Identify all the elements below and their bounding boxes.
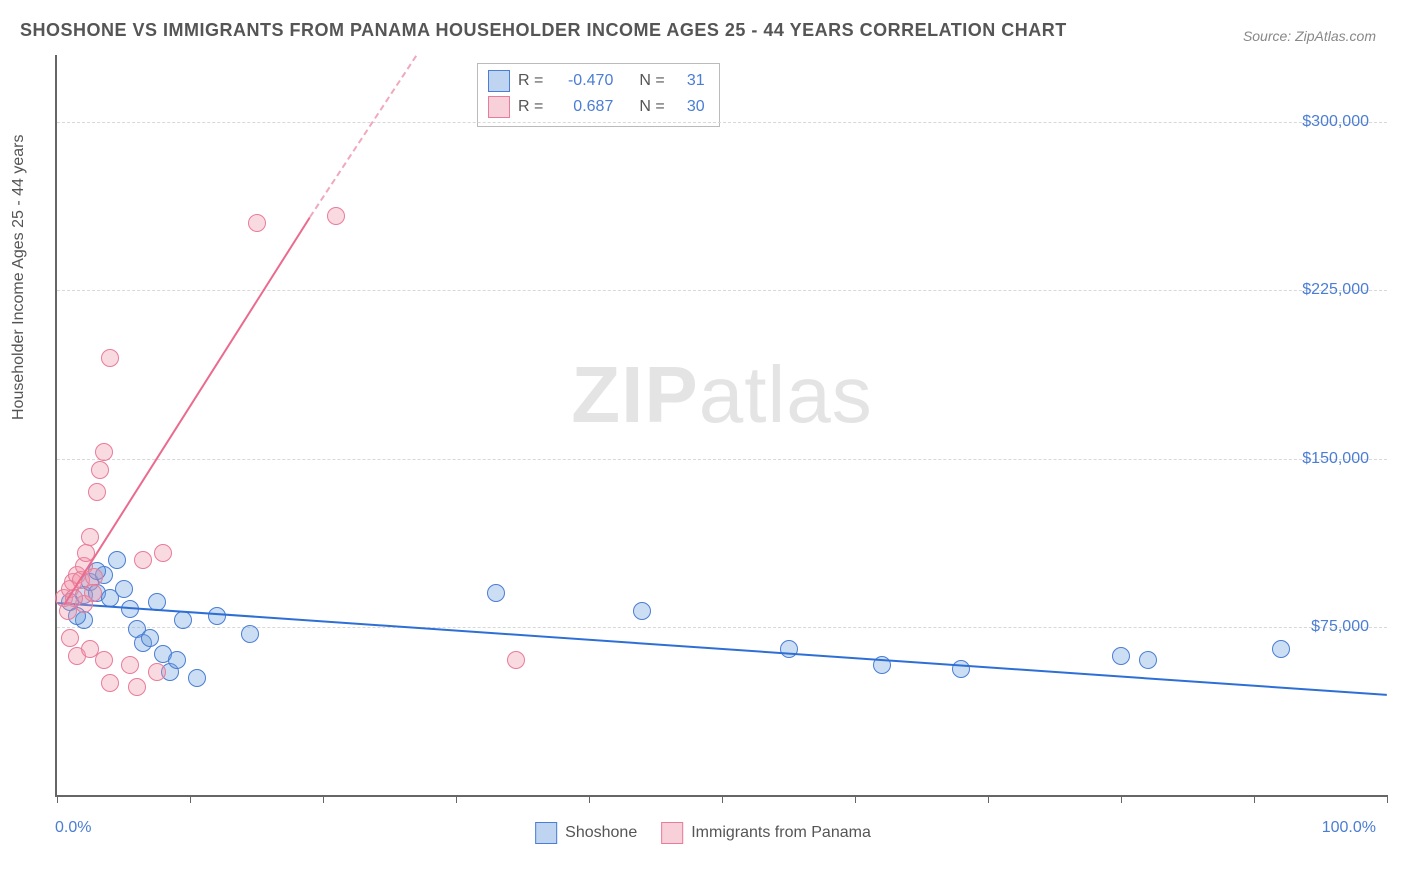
stats-row: R = 0.687 N = 30 xyxy=(488,94,705,120)
data-point xyxy=(134,551,152,569)
data-point xyxy=(128,678,146,696)
y-tick-label: $150,000 xyxy=(1302,450,1369,468)
data-point xyxy=(241,625,259,643)
data-point xyxy=(121,656,139,674)
data-point xyxy=(88,483,106,501)
data-point xyxy=(633,602,651,620)
x-tick xyxy=(589,795,590,803)
data-point xyxy=(141,629,159,647)
stat-r-value: -0.470 xyxy=(551,68,613,94)
data-point xyxy=(84,584,102,602)
legend-label: Shoshone xyxy=(565,824,637,842)
data-point xyxy=(91,461,109,479)
x-tick xyxy=(988,795,989,803)
x-axis-min-label: 0.0% xyxy=(55,819,91,837)
legend-item: Immigrants from Panama xyxy=(661,822,871,844)
data-point xyxy=(95,651,113,669)
watermark-bold: ZIP xyxy=(571,350,698,439)
stat-n-label: N = xyxy=(639,68,664,94)
stats-row: R = -0.470 N = 31 xyxy=(488,68,705,94)
chart-source: Source: ZipAtlas.com xyxy=(1243,28,1376,44)
data-point xyxy=(780,640,798,658)
data-point xyxy=(1112,647,1130,665)
chart-title: SHOSHONE VS IMMIGRANTS FROM PANAMA HOUSE… xyxy=(20,20,1067,41)
data-point xyxy=(1139,651,1157,669)
x-tick xyxy=(1254,795,1255,803)
stat-r-value: 0.687 xyxy=(551,94,613,120)
trend-line xyxy=(309,55,417,218)
legend-label: Immigrants from Panama xyxy=(691,824,871,842)
stats-swatch xyxy=(488,70,510,92)
data-point xyxy=(248,214,266,232)
stat-n-label: N = xyxy=(639,94,664,120)
stat-n-value: 30 xyxy=(673,94,705,120)
data-point xyxy=(115,580,133,598)
y-tick-label: $225,000 xyxy=(1302,281,1369,299)
data-point xyxy=(487,584,505,602)
trend-line xyxy=(57,602,1387,696)
watermark: ZIPatlas xyxy=(571,349,872,441)
data-point xyxy=(174,611,192,629)
x-tick xyxy=(323,795,324,803)
trend-line xyxy=(63,217,311,606)
x-tick xyxy=(190,795,191,803)
y-axis-label: Householder Income Ages 25 - 44 years xyxy=(10,135,28,421)
y-tick-label: $75,000 xyxy=(1311,618,1369,636)
watermark-light: atlas xyxy=(699,350,873,439)
data-point xyxy=(168,651,186,669)
data-point xyxy=(208,607,226,625)
data-point xyxy=(188,669,206,687)
legend-swatch xyxy=(535,822,557,844)
x-axis-max-label: 100.0% xyxy=(1322,819,1376,837)
stats-swatch xyxy=(488,96,510,118)
data-point xyxy=(148,663,166,681)
stat-r-label: R = xyxy=(518,94,543,120)
data-point xyxy=(154,544,172,562)
gridline xyxy=(57,122,1387,123)
data-point xyxy=(507,651,525,669)
gridline xyxy=(57,459,1387,460)
data-point xyxy=(1272,640,1290,658)
gridline xyxy=(57,290,1387,291)
data-point xyxy=(61,629,79,647)
y-tick-label: $300,000 xyxy=(1302,113,1369,131)
x-tick xyxy=(456,795,457,803)
stat-n-value: 31 xyxy=(673,68,705,94)
x-tick xyxy=(722,795,723,803)
data-point xyxy=(108,551,126,569)
x-tick xyxy=(855,795,856,803)
x-tick xyxy=(57,795,58,803)
data-point xyxy=(327,207,345,225)
series-legend: Shoshone Immigrants from Panama xyxy=(535,822,871,844)
x-tick xyxy=(1387,795,1388,803)
legend-item: Shoshone xyxy=(535,822,637,844)
stat-r-label: R = xyxy=(518,68,543,94)
legend-swatch xyxy=(661,822,683,844)
x-tick xyxy=(1121,795,1122,803)
data-point xyxy=(101,674,119,692)
data-point xyxy=(81,528,99,546)
data-point xyxy=(59,602,77,620)
data-point xyxy=(95,443,113,461)
plot-area: ZIPatlas R = -0.470 N = 31 R = 0.687 N = 30 $75… xyxy=(55,55,1387,797)
stats-legend-box: R = -0.470 N = 31 R = 0.687 N = 30 xyxy=(477,63,720,127)
data-point xyxy=(101,349,119,367)
